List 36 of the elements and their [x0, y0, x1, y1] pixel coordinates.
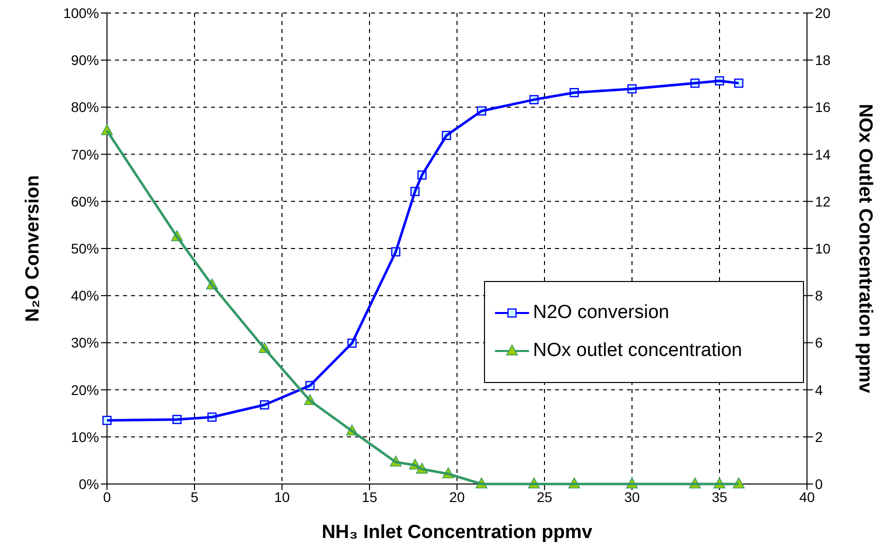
x-tick-label: 0	[103, 488, 112, 505]
y-tick-label: 0%	[78, 476, 99, 492]
y-tick-label: 40%	[70, 288, 99, 304]
y2-tick-label: 14	[815, 146, 831, 162]
x-tick-label: 15	[362, 488, 378, 505]
y-tick-label: 80%	[70, 99, 99, 116]
y2-tick-label: 2	[815, 428, 823, 445]
x-tick-label: 40	[799, 488, 815, 505]
y2-tick-label: 4	[815, 382, 823, 398]
y2-tick-label: 18	[815, 52, 831, 68]
y2-tick-label: 6	[815, 334, 823, 351]
y2-tick-label: 10	[815, 240, 831, 256]
x-tick-label: 35	[712, 488, 728, 505]
y-tick-label: 10%	[70, 428, 99, 445]
y2-tick-label: 20	[815, 4, 831, 21]
x-tick-label: 10	[274, 488, 290, 505]
y2-tick-label: 0	[815, 476, 823, 492]
legend-label: N2O conversion	[533, 302, 670, 324]
y-tick-label: 20%	[70, 382, 99, 398]
x-tick-label: 25	[536, 488, 552, 505]
x-tick-label: 30	[624, 488, 640, 505]
y-tick-label: 70%	[70, 146, 99, 162]
y-tick-label: 30%	[70, 334, 99, 351]
y-axis-title: N₂O Conversion	[22, 175, 44, 322]
y2-axis-title: NOx Outlet Concentration ppmv	[854, 104, 876, 394]
y-tick-label: 100%	[63, 4, 99, 21]
y2-tick-label: 12	[815, 193, 831, 210]
y2-tick-label: 8	[815, 288, 823, 304]
y-tick-label: 90%	[70, 52, 99, 68]
x-tick-label: 5	[190, 488, 199, 505]
y2-tick-label: 16	[815, 99, 831, 116]
x-axis-title: NH₃ Inlet Concentration ppmv	[322, 522, 593, 543]
x-tick-label: 20	[449, 488, 465, 505]
y-tick-label: 60%	[70, 193, 99, 210]
legend-label: NOx outlet concentration	[533, 340, 742, 362]
y-tick-label: 50%	[70, 240, 99, 256]
